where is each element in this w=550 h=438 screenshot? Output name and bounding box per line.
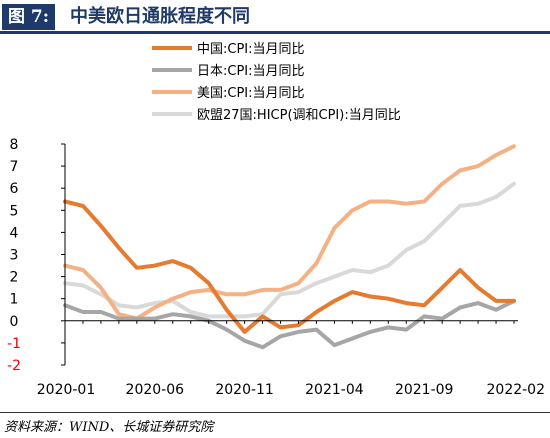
header-rule	[0, 31, 550, 34]
y-tick-label: 0	[10, 314, 19, 330]
y-tick-label: 1	[10, 292, 19, 308]
y-tick-label: 6	[10, 181, 19, 197]
y-tick-label: -2	[7, 358, 21, 374]
series-line-0	[63, 199, 516, 334]
figure-label: 图 7:	[2, 4, 56, 30]
source-note: 资料来源：WIND、长城证券研究院	[4, 420, 214, 435]
line-chart: 中国:CPI:当月同比日本:CPI:当月同比美国:CPI:当月同比欧盟27国:H…	[7, 42, 546, 398]
y-tick-label: 2	[10, 270, 19, 286]
x-tick-label: 2021-04	[305, 382, 364, 398]
y-axis: 8 7 6 5 4 3 2 1 0 -1 -2	[7, 137, 66, 374]
legend-label-3: 欧盟27国:HICP(调和CPI):当月同比	[197, 108, 401, 123]
y-tick-label: 3	[10, 248, 19, 264]
y-tick-label: 8	[10, 137, 19, 153]
figure-header: 图 7: 中美欧日通胀程度不同	[0, 0, 550, 34]
figure-title: 中美欧日通胀程度不同	[70, 6, 250, 27]
footer-rule	[0, 412, 550, 413]
x-tick-label: 2022-02	[487, 382, 546, 398]
legend-label-1: 日本:CPI:当月同比	[197, 64, 305, 79]
plot-area	[63, 144, 516, 350]
legend-label-0: 中国:CPI:当月同比	[197, 42, 305, 57]
series-line-1	[63, 298, 516, 350]
y-tick-label: -1	[7, 336, 21, 352]
x-tick-label: 2020-01	[37, 382, 96, 398]
legend-label-2: 美国:CPI:当月同比	[197, 86, 305, 101]
x-axis: 2020-01 2020-06 2020-11 2021-04 2021-09 2022-…	[37, 320, 546, 398]
y-tick-label: 4	[10, 225, 19, 241]
series-line-3	[63, 181, 516, 319]
y-tick-label: 5	[10, 203, 19, 219]
chart-legend: 中国:CPI:当月同比日本:CPI:当月同比美国:CPI:当月同比欧盟27国:H…	[152, 42, 401, 123]
y-tick-label: 7	[10, 159, 19, 175]
x-tick-label: 2020-06	[126, 382, 185, 398]
x-tick-label: 2020-11	[215, 382, 274, 398]
x-tick-label: 2021-09	[395, 382, 454, 398]
